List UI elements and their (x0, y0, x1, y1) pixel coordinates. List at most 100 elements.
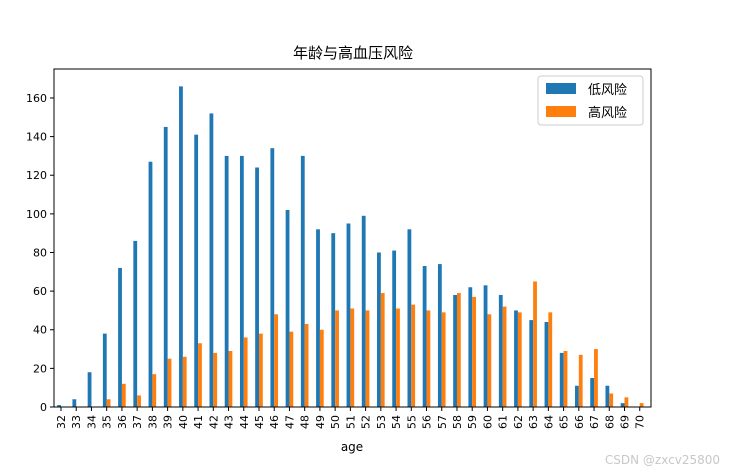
bar-high-risk-48 (304, 323, 309, 407)
x-tick-label: 49 (314, 415, 327, 429)
bar-low-risk-68 (605, 385, 610, 407)
bar-low-risk-46 (270, 148, 275, 407)
bar-low-risk-41 (194, 134, 199, 408)
bar-low-risk-55 (407, 229, 412, 407)
bar-high-risk-37 (137, 395, 141, 407)
x-tick-label: 68 (603, 415, 616, 429)
bar-low-risk-38 (148, 161, 153, 407)
x-tick-label: 53 (375, 415, 388, 429)
bar-low-risk-47 (285, 209, 290, 407)
y-tick-label: 160 (26, 92, 47, 105)
x-tick-label: 59 (466, 415, 479, 429)
bar-high-risk-38 (152, 374, 157, 407)
x-tick-label: 66 (573, 415, 586, 429)
bar-high-risk-39 (167, 358, 172, 407)
y-tick-label: 100 (26, 208, 47, 221)
bar-high-risk-43 (228, 350, 233, 407)
bar-high-risk-47 (289, 331, 294, 407)
x-tick-label: 32 (55, 415, 68, 429)
bar-low-risk-35 (102, 333, 107, 407)
bar-high-risk-59 (472, 296, 477, 407)
x-tick-label: 52 (360, 415, 373, 429)
bar-low-risk-33 (72, 399, 77, 407)
x-tick-label: 65 (558, 415, 571, 429)
x-tick-label: 44 (238, 415, 251, 429)
bar-high-risk-62 (517, 312, 522, 407)
bar-high-risk-61 (502, 306, 507, 407)
x-tick-label: 57 (436, 415, 449, 429)
bar-low-risk-45 (255, 167, 259, 407)
bar-high-risk-56 (426, 310, 431, 407)
bar-high-risk-63 (533, 281, 537, 407)
bar-high-risk-57 (441, 312, 446, 407)
x-tick-label: 60 (481, 415, 494, 429)
y-tick-label: 80 (33, 246, 47, 259)
x-tick-label: 37 (131, 415, 144, 429)
x-tick-label: 55 (405, 415, 418, 429)
bar-high-risk-45 (258, 333, 263, 407)
bar-high-risk-64 (548, 312, 553, 407)
bar-low-risk-54 (392, 250, 397, 407)
bar-low-risk-44 (239, 155, 244, 407)
x-tick-label: 46 (268, 415, 281, 429)
x-tick-label: 62 (512, 415, 525, 429)
bar-high-risk-60 (487, 314, 492, 407)
x-tick-label: 67 (588, 415, 601, 429)
bar-high-risk-68 (609, 393, 614, 407)
x-tick-label: 64 (542, 415, 555, 429)
bar-low-risk-61 (498, 294, 503, 407)
bar-low-risk-69 (620, 403, 625, 407)
bar-high-risk-66 (578, 354, 583, 407)
bar-low-risk-53 (377, 252, 381, 407)
bar-low-risk-32 (57, 405, 61, 407)
legend-swatch-low-risk (546, 83, 576, 94)
bar-high-risk-35 (106, 399, 111, 407)
bar-low-risk-64 (544, 322, 549, 407)
legend: 低风险 高风险 (537, 75, 644, 126)
y-tick-label: 40 (33, 324, 47, 337)
bar-high-risk-51 (350, 308, 355, 407)
x-tick-label: 35 (101, 415, 114, 429)
bar-low-risk-49 (316, 229, 320, 407)
x-tick-label: 69 (619, 415, 632, 429)
bar-high-risk-53 (380, 293, 385, 407)
x-axis: 32 33 34 35 36 37 38 39 40 41 42 43 44 45 46 47 48 49 50 51… (55, 407, 647, 429)
bar-high-risk-52 (365, 310, 370, 407)
legend-label-low-risk: 低风险 (588, 83, 627, 98)
x-tick-label: 51 (344, 415, 357, 429)
bar-high-risk-36 (121, 383, 126, 407)
bar-high-risk-49 (319, 329, 324, 407)
y-axis: 0 20 40 60 80 100 120 140 160 (26, 92, 54, 414)
bar-high-risk-67 (594, 349, 598, 407)
bar-low-risk-57 (437, 264, 442, 407)
bar-high-risk-50 (335, 310, 339, 407)
bar-high-risk-41 (198, 343, 202, 407)
bar-low-risk-48 (300, 155, 305, 407)
bar-low-risk-67 (590, 378, 595, 407)
x-tick-label: 58 (451, 415, 464, 429)
bar-low-risk-40 (179, 86, 183, 407)
x-tick-label: 39 (162, 415, 175, 429)
x-tick-label: 50 (329, 415, 342, 429)
bar-low-risk-60 (483, 285, 488, 407)
bar-low-risk-51 (346, 223, 351, 407)
x-tick-label: 38 (146, 415, 159, 429)
bars-group (57, 86, 644, 408)
bar-low-risk-39 (163, 126, 168, 407)
x-tick-label: 40 (177, 415, 190, 429)
x-tick-label: 47 (283, 415, 296, 429)
bar-low-risk-34 (87, 372, 92, 407)
x-tick-label: 43 (223, 415, 236, 429)
x-axis-label: age (341, 440, 363, 454)
chart-title: 年龄与高血压风险 (293, 44, 413, 62)
x-tick-label: 48 (299, 415, 312, 429)
bar-low-risk-37 (133, 240, 138, 407)
y-tick-label: 140 (26, 131, 47, 144)
bar-low-risk-52 (361, 215, 366, 407)
bar-high-risk-70 (639, 403, 644, 407)
bar-low-risk-56 (422, 266, 427, 407)
watermark: CSDN @zxcv25800 (604, 453, 720, 467)
x-tick-label: 33 (70, 415, 83, 429)
bar-low-risk-42 (209, 113, 214, 408)
